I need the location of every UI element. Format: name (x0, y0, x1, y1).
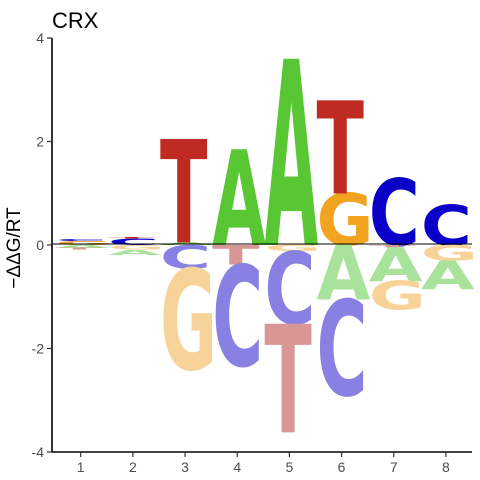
logo-letter-g-negative: G (160, 240, 217, 402)
logo-letter-t: T (317, 77, 364, 225)
x-tick-label: 5 (285, 459, 293, 475)
x-tick-label: 8 (442, 459, 450, 475)
logo-letter-c: C (108, 236, 159, 247)
logo-letter-g: G (56, 240, 113, 247)
logo-letter-c: C (421, 194, 472, 258)
logo-letters: GCATCTGAATCGATCAGCTGTACCTAGCGA (56, 9, 478, 468)
logo-letter-t-negative: T (56, 248, 104, 251)
logo-letter-g-negative: G (264, 243, 321, 253)
logo-letter-a-negative: A (317, 230, 371, 317)
y-tick-label: 0 (36, 237, 44, 253)
logo-letter-t-negative: T (212, 240, 259, 271)
logo-letter-g-negative: G (108, 244, 165, 251)
chart-title: CRX (52, 8, 99, 33)
x-tick-label: 3 (181, 459, 189, 475)
logo-letter-a: A (212, 123, 266, 277)
y-axis-label: −ΔΔG/RT (4, 207, 25, 289)
logo-letter-t-negative: T (369, 244, 417, 248)
logo-letter-t: T (108, 237, 156, 239)
logo-letter-g-negative: G (421, 241, 478, 266)
logo-letter-t-negative: T (264, 295, 311, 468)
x-tick-label: 2 (129, 459, 137, 475)
logo-letter-c-negative: C (317, 273, 368, 427)
logo-letter-c: C (369, 160, 420, 267)
logo-letter-c: C (56, 239, 107, 242)
x-tick-label: 7 (390, 459, 398, 475)
logo-letter-c-negative: C (160, 239, 211, 276)
logo-letter-c-negative: C (264, 232, 315, 348)
logo-letter-c-negative: C (212, 237, 263, 399)
logo-letter-a-negative: A (108, 248, 163, 256)
logo-letter-a-negative: A (369, 238, 423, 292)
y-axis-ticks: -4 -2 0 2 4 (32, 30, 52, 460)
x-tick-label: 6 (338, 459, 346, 475)
logo-letter-a-negative: A (421, 254, 475, 299)
y-tick-label: 2 (36, 134, 44, 150)
x-tick-label: 4 (233, 459, 241, 475)
logo-letter-t: T (160, 112, 207, 277)
x-tick-label: 1 (77, 459, 85, 475)
logo-letter-g: G (317, 179, 374, 262)
y-tick-label: -4 (32, 444, 45, 460)
x-axis-ticks: 1 2 3 4 5 6 7 8 (77, 452, 450, 475)
logo-letter-a: A (264, 9, 318, 306)
y-tick-label: 4 (36, 30, 44, 46)
y-tick-label: -2 (32, 341, 45, 357)
logo-letter-a-negative: A (56, 244, 110, 249)
logo-letter-g-negative: G (369, 274, 426, 319)
